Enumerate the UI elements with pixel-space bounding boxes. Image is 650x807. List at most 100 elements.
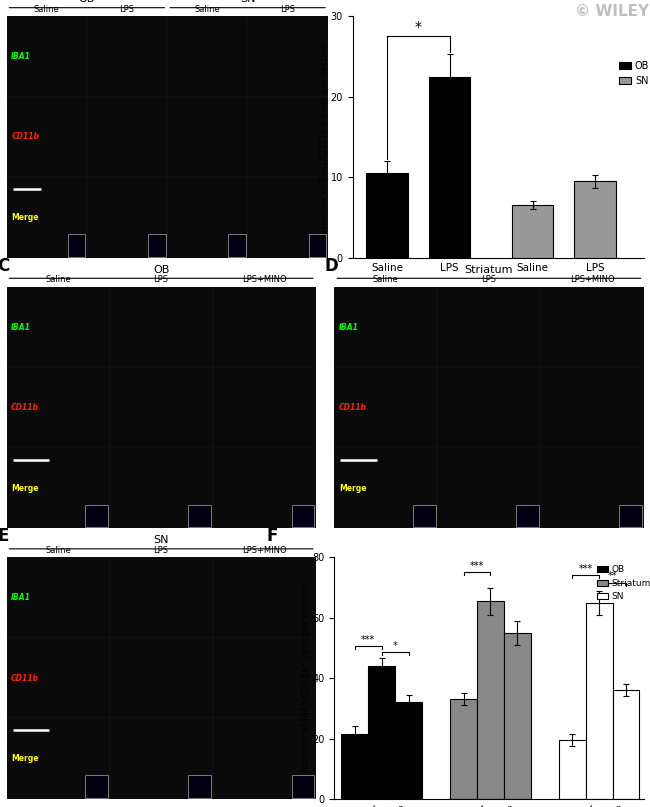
Bar — [413, 504, 436, 527]
Text: Merge: Merge — [11, 483, 38, 492]
Text: D: D — [325, 257, 339, 274]
Text: ***: *** — [470, 561, 484, 571]
Bar — [341, 734, 369, 799]
Bar — [213, 638, 316, 718]
Bar — [6, 97, 87, 178]
Bar — [148, 234, 166, 257]
Bar — [504, 633, 530, 799]
Bar — [367, 174, 408, 257]
Bar — [395, 702, 422, 799]
Bar — [369, 666, 395, 799]
Text: CD11b: CD11b — [339, 403, 367, 412]
Text: LPS+MINO: LPS+MINO — [242, 546, 287, 555]
Bar — [437, 367, 540, 448]
Bar — [516, 504, 539, 527]
Bar — [110, 718, 213, 799]
Bar — [87, 178, 167, 257]
Text: CD11b: CD11b — [11, 674, 39, 683]
Text: OB: OB — [153, 265, 169, 274]
Text: F: F — [266, 527, 278, 546]
Bar — [334, 367, 437, 448]
Text: *: * — [393, 641, 398, 651]
Text: A: A — [0, 0, 10, 4]
Bar — [437, 448, 540, 529]
Bar — [6, 718, 110, 799]
Bar — [228, 234, 246, 257]
Text: ***: *** — [578, 564, 593, 574]
Bar — [429, 77, 471, 257]
Bar — [110, 638, 213, 718]
Bar — [6, 178, 87, 257]
Bar — [110, 367, 213, 448]
Bar — [334, 448, 437, 529]
Legend: OB, Striatum, SN: OB, Striatum, SN — [593, 562, 650, 605]
Text: LPS: LPS — [153, 546, 168, 555]
Bar — [574, 182, 616, 257]
Bar — [6, 16, 87, 97]
Bar — [167, 178, 248, 257]
Bar — [334, 286, 437, 367]
Text: E: E — [0, 527, 8, 546]
Text: Saline: Saline — [45, 546, 71, 555]
Text: ***: *** — [361, 635, 376, 645]
Bar — [6, 286, 110, 367]
Y-axis label: Number of IBA1/CD11b⁺ cells per section: Number of IBA1/CD11b⁺ cells per section — [302, 585, 311, 771]
Text: C: C — [0, 257, 10, 274]
Text: CD11b: CD11b — [11, 132, 39, 141]
Bar — [291, 776, 314, 798]
Bar — [68, 234, 85, 257]
Text: Merge: Merge — [11, 213, 39, 222]
Bar — [213, 286, 316, 367]
Bar — [213, 448, 316, 529]
Bar — [85, 776, 108, 798]
Text: CD11b: CD11b — [11, 403, 39, 412]
Bar — [87, 16, 167, 97]
Text: Merge: Merge — [11, 755, 38, 763]
Bar — [6, 367, 110, 448]
Text: Saline: Saline — [45, 275, 71, 284]
Bar — [6, 448, 110, 529]
Bar — [85, 504, 108, 527]
Bar — [213, 558, 316, 638]
Bar — [450, 700, 477, 799]
Text: B: B — [289, 0, 301, 4]
Bar — [110, 558, 213, 638]
Text: *: * — [415, 20, 422, 34]
Bar — [619, 504, 642, 527]
Text: © WILEY: © WILEY — [575, 4, 649, 19]
Bar — [291, 504, 314, 527]
Bar — [87, 97, 167, 178]
Bar — [540, 448, 644, 529]
Text: SN: SN — [153, 535, 169, 546]
Text: **: ** — [608, 571, 617, 582]
Bar — [248, 178, 328, 257]
Bar — [477, 601, 504, 799]
Bar — [559, 740, 586, 799]
Text: LPS: LPS — [280, 5, 295, 14]
Bar — [110, 286, 213, 367]
Text: Striatum: Striatum — [465, 265, 513, 274]
Bar — [309, 234, 326, 257]
Bar — [6, 638, 110, 718]
Text: IBA1: IBA1 — [339, 323, 359, 332]
Text: LPS: LPS — [153, 275, 168, 284]
Text: IBA1: IBA1 — [11, 52, 31, 61]
Bar — [213, 718, 316, 799]
Text: Saline: Saline — [373, 275, 398, 284]
Text: LPS: LPS — [120, 5, 135, 14]
Bar — [6, 558, 110, 638]
Y-axis label: Number of IBA1/CD11b+ cells per section: Number of IBA1/CD11b+ cells per section — [320, 42, 329, 232]
Bar — [167, 97, 248, 178]
Bar — [248, 16, 328, 97]
Text: LPS+MINO: LPS+MINO — [569, 275, 614, 284]
Bar — [437, 286, 540, 367]
Text: Saline: Saline — [34, 5, 60, 14]
Bar — [586, 603, 613, 799]
Bar — [213, 367, 316, 448]
Legend: OB, SN: OB, SN — [616, 57, 650, 90]
Bar — [248, 97, 328, 178]
Text: LPS+MINO: LPS+MINO — [242, 275, 287, 284]
Bar — [188, 776, 211, 798]
Text: Merge: Merge — [339, 483, 367, 492]
Bar — [188, 504, 211, 527]
